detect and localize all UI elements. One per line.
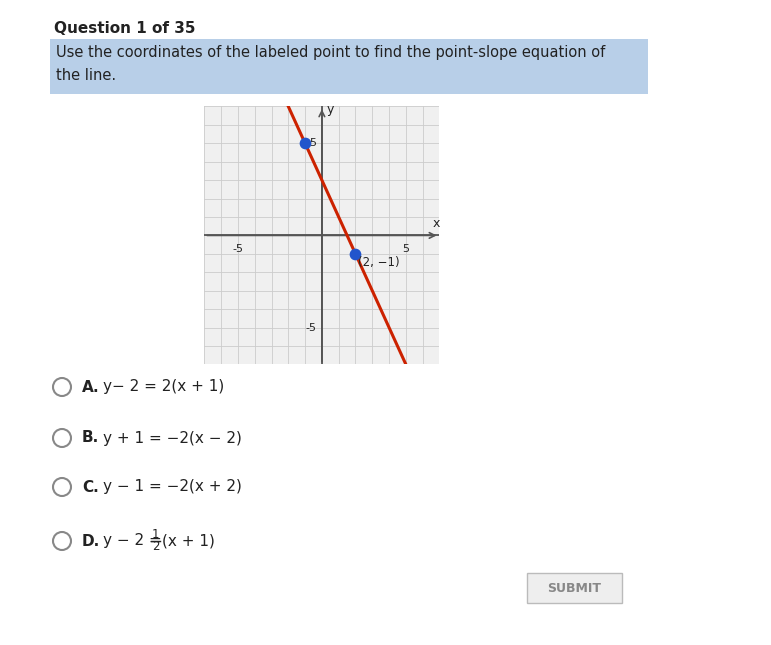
Text: B.: B.: [82, 430, 99, 446]
Text: Question 1 of 35: Question 1 of 35: [54, 21, 196, 36]
Text: x: x: [433, 217, 439, 230]
Text: y + 1 = −2(x − 2): y + 1 = −2(x − 2): [103, 430, 242, 446]
Text: SUBMIT: SUBMIT: [547, 582, 601, 595]
Text: 5: 5: [402, 244, 409, 253]
Text: y − 2 =: y − 2 =: [103, 533, 167, 548]
Text: A.: A.: [82, 379, 99, 395]
Text: y− 2 = 2(x + 1): y− 2 = 2(x + 1): [103, 379, 224, 395]
Point: [349, 249, 362, 259]
Point: [299, 138, 311, 148]
FancyBboxPatch shape: [50, 39, 648, 94]
Text: (2, −1): (2, −1): [358, 256, 399, 269]
Text: C.: C.: [82, 479, 99, 495]
Text: D.: D.: [82, 533, 100, 548]
Text: 1: 1: [152, 528, 160, 542]
Text: Use the coordinates of the labeled point to find the point-slope equation of
the: Use the coordinates of the labeled point…: [56, 45, 605, 83]
Text: (x + 1): (x + 1): [162, 533, 215, 548]
Text: 2: 2: [152, 541, 160, 553]
Text: y − 1 = −2(x + 2): y − 1 = −2(x + 2): [103, 479, 242, 495]
Text: -5: -5: [232, 244, 244, 253]
Text: -5: -5: [305, 322, 316, 333]
FancyBboxPatch shape: [527, 573, 622, 603]
Text: 5: 5: [309, 138, 316, 148]
Text: y: y: [327, 103, 335, 115]
